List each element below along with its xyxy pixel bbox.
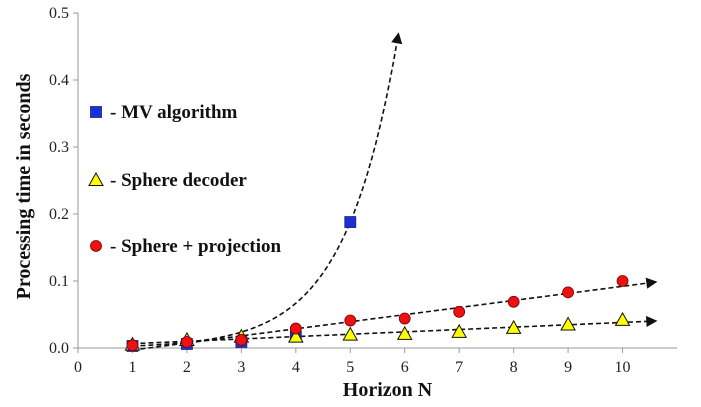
data-point (560, 316, 576, 331)
trend-line (132, 315, 658, 345)
x-tick-label: 6 (401, 359, 409, 376)
trend-line (132, 277, 658, 351)
legend-marker (88, 171, 104, 186)
data-point (342, 326, 359, 341)
y-axis-title: Processing time in seconds (13, 73, 35, 299)
data-point (507, 295, 520, 308)
data-point (451, 323, 468, 338)
legend-marker (90, 240, 102, 252)
trend-line (132, 32, 403, 347)
x-tick-label: 8 (510, 359, 518, 376)
data-point (398, 312, 411, 325)
legend-label: - MV algorithm (110, 102, 238, 123)
data-point (344, 314, 357, 327)
data-point (126, 339, 139, 352)
data-point (562, 286, 574, 299)
x-tick-label: 4 (292, 359, 300, 376)
x-tick-label: 7 (455, 359, 463, 376)
x-tick-label: 10 (615, 359, 631, 376)
data-point (616, 275, 629, 287)
data-point (453, 305, 466, 318)
data-point (287, 328, 304, 343)
data-markers (124, 216, 631, 352)
data-point (396, 325, 413, 340)
x-tick-label: 2 (183, 359, 191, 376)
data-point (505, 319, 522, 334)
legend-item: - Sphere decoder (88, 170, 247, 191)
y-tick-label: 0.1 (49, 273, 69, 290)
x-tick-label: 1 (128, 359, 136, 376)
data-point (289, 322, 302, 335)
legend-item: - Sphere + projection (90, 236, 282, 257)
x-tick-label: 0 (74, 359, 82, 376)
y-tick-label: 0.5 (49, 5, 69, 22)
axes: 0 1 2 3 4 5 6 7 8 9 10 0.0 0.1 0.2 0.3 0.4 0.5 (49, 5, 677, 376)
y-tick-label: 0.2 (49, 206, 69, 223)
x-axis-title: Horizon N (343, 379, 433, 401)
x-tick-label: 5 (346, 359, 354, 376)
x-tick-label: 9 (564, 359, 572, 376)
data-point (235, 334, 248, 346)
y-tick-label: 0.4 (49, 72, 69, 89)
data-point (614, 311, 631, 326)
legend-item: - MV algorithm (90, 102, 238, 123)
data-point (181, 336, 193, 348)
x-tick-label: 3 (237, 359, 245, 376)
data-point (344, 216, 357, 228)
legend-label: - Sphere decoder (110, 170, 247, 191)
y-tick-label: 0.0 (49, 340, 69, 357)
legend: - MV algorithm - Sphere decoder - Sphere +… (88, 102, 282, 257)
legend-label: - Sphere + projection (110, 236, 282, 257)
y-tick-label: 0.3 (49, 139, 69, 156)
trend-lines (132, 32, 658, 351)
legend-marker (90, 106, 102, 118)
